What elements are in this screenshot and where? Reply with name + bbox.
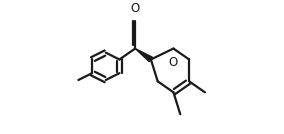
Text: O: O [168,56,178,69]
Polygon shape [135,49,153,62]
Text: O: O [131,2,140,15]
